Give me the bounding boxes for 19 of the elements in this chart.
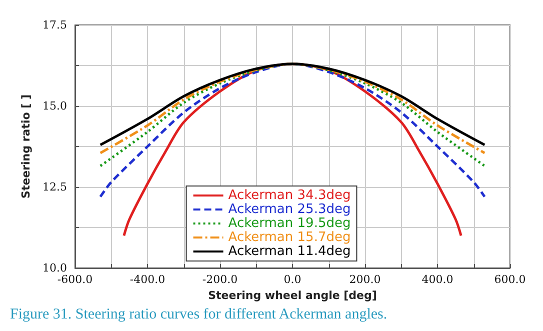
legend-label: Ackerman 34.3deg [228, 188, 351, 203]
y-tick-label: 15.0 [42, 100, 67, 112]
y-axis-title: Steering ratio [ ] [20, 94, 33, 198]
legend-label: Ackerman 15.7deg [228, 230, 351, 245]
x-tick-label: -400.0 [130, 273, 166, 286]
legend-label: Ackerman 11.4deg [228, 244, 351, 259]
y-tick-label: 12.5 [42, 180, 67, 194]
legend-label: Ackerman 19.5deg [228, 216, 351, 231]
x-tick-label: -200.0 [202, 273, 238, 286]
x-tick-label: -600.0 [57, 273, 93, 286]
x-tick-label: 400.0 [422, 273, 454, 286]
legend-label: Ackerman 25.3deg [228, 202, 351, 217]
x-axis-title: Steering wheel angle [deg] [208, 289, 377, 302]
x-tick-label: 0.0 [284, 273, 302, 286]
caption: Figure 31. Steering ratio curves for different Ackerman angles. [10, 306, 388, 322]
x-tick-label: 600.0 [494, 273, 526, 286]
y-tick-label: 17.5 [42, 18, 67, 32]
y-tick-label: 10.0 [42, 262, 67, 274]
x-tick-label: 200.0 [349, 273, 381, 286]
